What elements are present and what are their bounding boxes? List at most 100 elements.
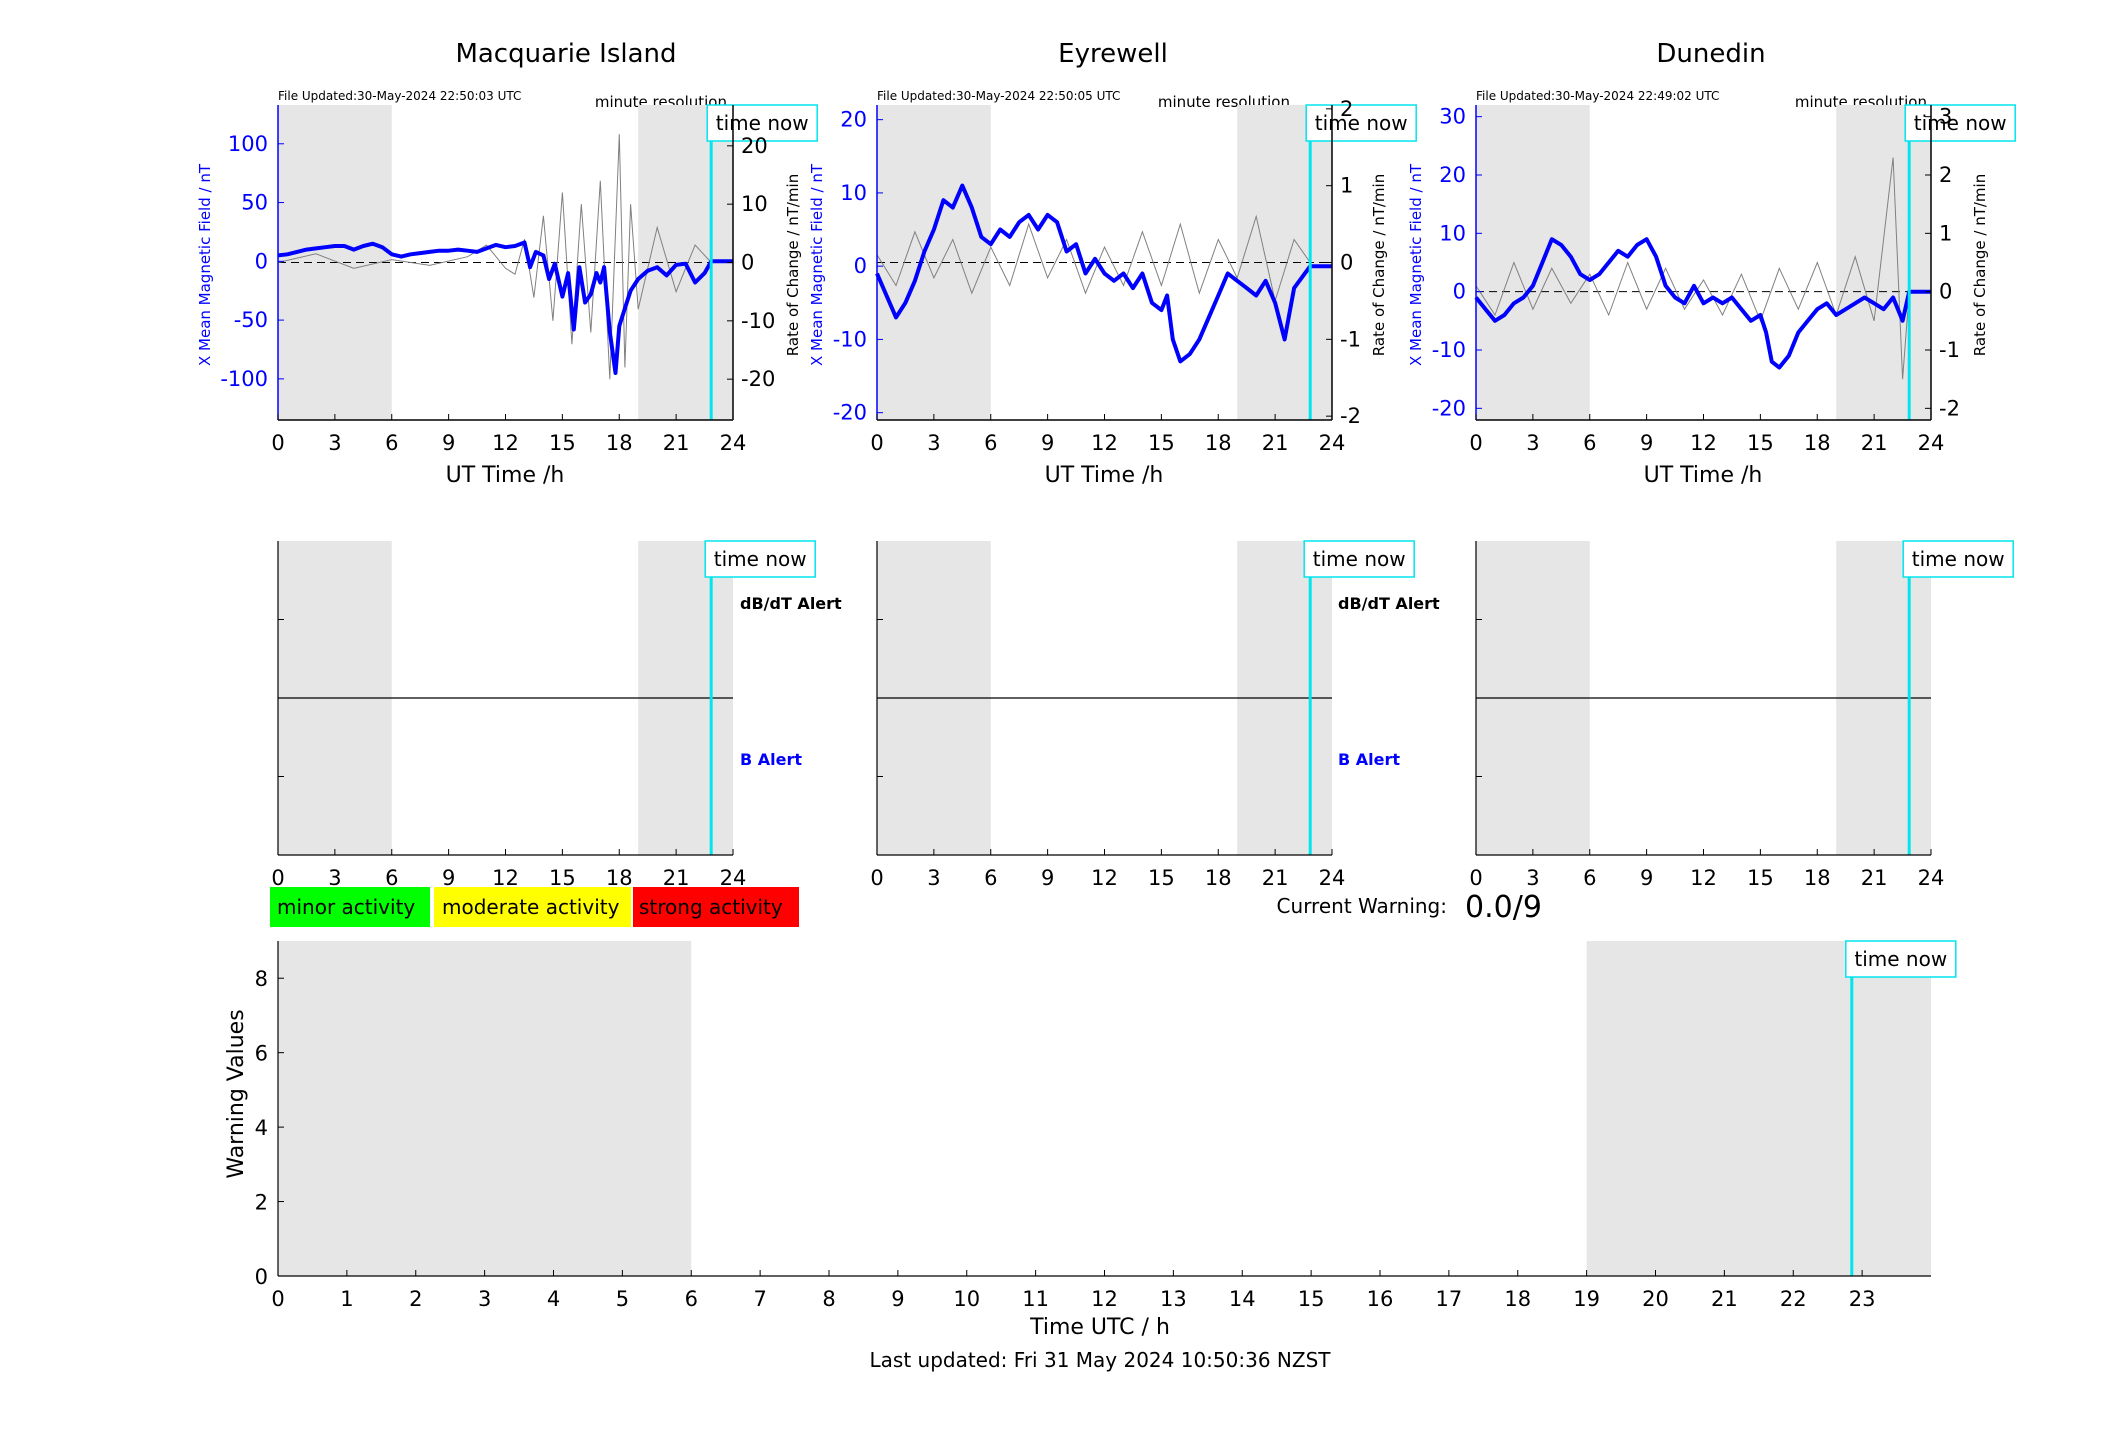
x-tick-label: 14 [1229, 1287, 1256, 1311]
x-tick-label: 12 [1091, 866, 1118, 890]
x-tick-label: 3 [478, 1287, 491, 1311]
y-left-tick-label: 20 [1439, 163, 1466, 187]
y-left-tick-label: 20 [840, 108, 867, 132]
time-now-box [1303, 540, 1415, 578]
x-tick-label: 23 [1849, 1287, 1876, 1311]
rate-of-change-line [277, 134, 712, 380]
x-tick-label: 21 [1711, 1287, 1738, 1311]
x-tick-label: 3 [927, 866, 940, 890]
x-tick-label: 24 [1918, 866, 1945, 890]
x-tick-label: 12 [492, 431, 519, 455]
y-left-tick-label: 0 [255, 249, 268, 273]
y-right-tick-label: 3 [1939, 105, 1952, 129]
x-tick-label: 6 [984, 866, 997, 890]
time-now-box [704, 540, 816, 578]
time-now-label: time now [1315, 111, 1408, 135]
x-tick-label: 18 [606, 866, 633, 890]
x-tick-label: 13 [1160, 1287, 1187, 1311]
file-updated-dunedin: File Updated:30-May-2024 22:49:02 UTC [1476, 89, 1719, 103]
night-shade-1 [1836, 105, 1931, 420]
y-right-tick-label: 10 [741, 192, 768, 216]
x-tick-label: 0 [271, 1287, 284, 1311]
x-axis-label-macquarie: UT Time /h [446, 463, 565, 488]
y-right-tick-label: -10 [741, 309, 775, 333]
time-now-box [706, 104, 818, 142]
y-left-tick-label: -50 [234, 308, 268, 332]
x-tick-label: 6 [385, 866, 398, 890]
time-now-label: time now [714, 547, 807, 571]
y-tick-label: 0 [255, 1265, 268, 1289]
x-tick-label: 12 [492, 866, 519, 890]
y-axis-left-label-eyrewell: X Mean Magnetic Field / nT [808, 163, 826, 366]
x-tick-label: 6 [1583, 431, 1596, 455]
x-tick-label: 18 [1504, 1287, 1531, 1311]
x-tick-label: 11 [1022, 1287, 1049, 1311]
y-right-tick-label: 1 [1939, 221, 1952, 245]
b-alert-label-eyrewell: B Alert [1338, 750, 1400, 769]
x-tick-label: 6 [1583, 866, 1596, 890]
alert-plot-eyrewell: time now 0 3 6 9 12 15 18 21 24 [870, 540, 1415, 890]
x-tick-label: 2 [409, 1287, 422, 1311]
legend-strong-swatch [633, 887, 799, 927]
dbdt-alert-label-eyrewell: dB/dT Alert [1338, 594, 1440, 613]
y-left-tick-label: -100 [220, 367, 268, 391]
x-tick-label: 6 [385, 431, 398, 455]
dbdt-alert-label-macquarie: dB/dT Alert [740, 594, 842, 613]
x-tick-label: 19 [1573, 1287, 1600, 1311]
x-tick-label: 24 [720, 866, 747, 890]
y-right-tick-label: -1 [1340, 327, 1361, 351]
x-tick-label: 21 [1262, 431, 1289, 455]
x-tick-label: 6 [685, 1287, 698, 1311]
x-tick-label: 9 [442, 866, 455, 890]
x-tick-label: 9 [1640, 866, 1653, 890]
magnetic-field-line [1474, 237, 1931, 370]
legend-moderate-swatch [434, 887, 631, 927]
current-warning-value: 0.0/9 [1465, 890, 1542, 925]
y-tick-label: 6 [255, 1042, 268, 1066]
x-tick-label: 15 [1747, 866, 1774, 890]
x-tick-label: 10 [953, 1287, 980, 1311]
x-tick-label: 0 [870, 431, 883, 455]
y-right-tick-label: 2 [1340, 97, 1353, 121]
x-tick-label: 0 [1469, 431, 1482, 455]
y-left-tick-label: 10 [1439, 221, 1466, 245]
station-title-macquarie: Macquarie Island [455, 39, 676, 69]
x-tick-label: 21 [1262, 866, 1289, 890]
x-tick-label: 24 [1918, 431, 1945, 455]
x-tick-label: 7 [753, 1287, 766, 1311]
x-tick-label: 9 [1041, 866, 1054, 890]
time-now-box [1904, 104, 2016, 142]
x-tick-label: 18 [1804, 866, 1831, 890]
x-tick-label: 9 [1640, 431, 1653, 455]
x-tick-label: 4 [547, 1287, 560, 1311]
station-title-eyrewell: Eyrewell [1058, 39, 1168, 69]
x-tick-label: 15 [549, 866, 576, 890]
x-tick-label: 3 [927, 431, 940, 455]
time-now-box [1845, 940, 1957, 978]
x-tick-label: 18 [1205, 866, 1232, 890]
y-right-tick-label: 2 [1939, 163, 1952, 187]
x-tick-label: 24 [1319, 866, 1346, 890]
file-updated-eyrewell: File Updated:30-May-2024 22:50:05 UTC [877, 89, 1120, 103]
x-tick-label: 12 [1091, 1287, 1118, 1311]
x-tick-label: 12 [1091, 431, 1118, 455]
x-tick-label: 16 [1367, 1287, 1394, 1311]
warning-x-axis-label: Time UTC / h [1029, 1315, 1170, 1340]
y-right-tick-label: 0 [1939, 280, 1952, 304]
x-tick-label: 15 [549, 431, 576, 455]
y-right-tick-label: -20 [741, 367, 775, 391]
y-axis-right-label-macquarie: Rate of Change / nT/min [784, 174, 802, 356]
y-tick-label: 2 [255, 1191, 268, 1215]
time-now-label: time now [1854, 947, 1947, 971]
x-tick-label: 9 [1041, 431, 1054, 455]
x-tick-label: 21 [663, 866, 690, 890]
x-tick-label: 8 [822, 1287, 835, 1311]
x-tick-label: 24 [720, 431, 747, 455]
station-title-dunedin: Dunedin [1656, 39, 1765, 69]
time-now-label: time now [1914, 111, 2007, 135]
y-left-tick-label: 0 [1453, 280, 1466, 304]
x-tick-label: 3 [1526, 431, 1539, 455]
